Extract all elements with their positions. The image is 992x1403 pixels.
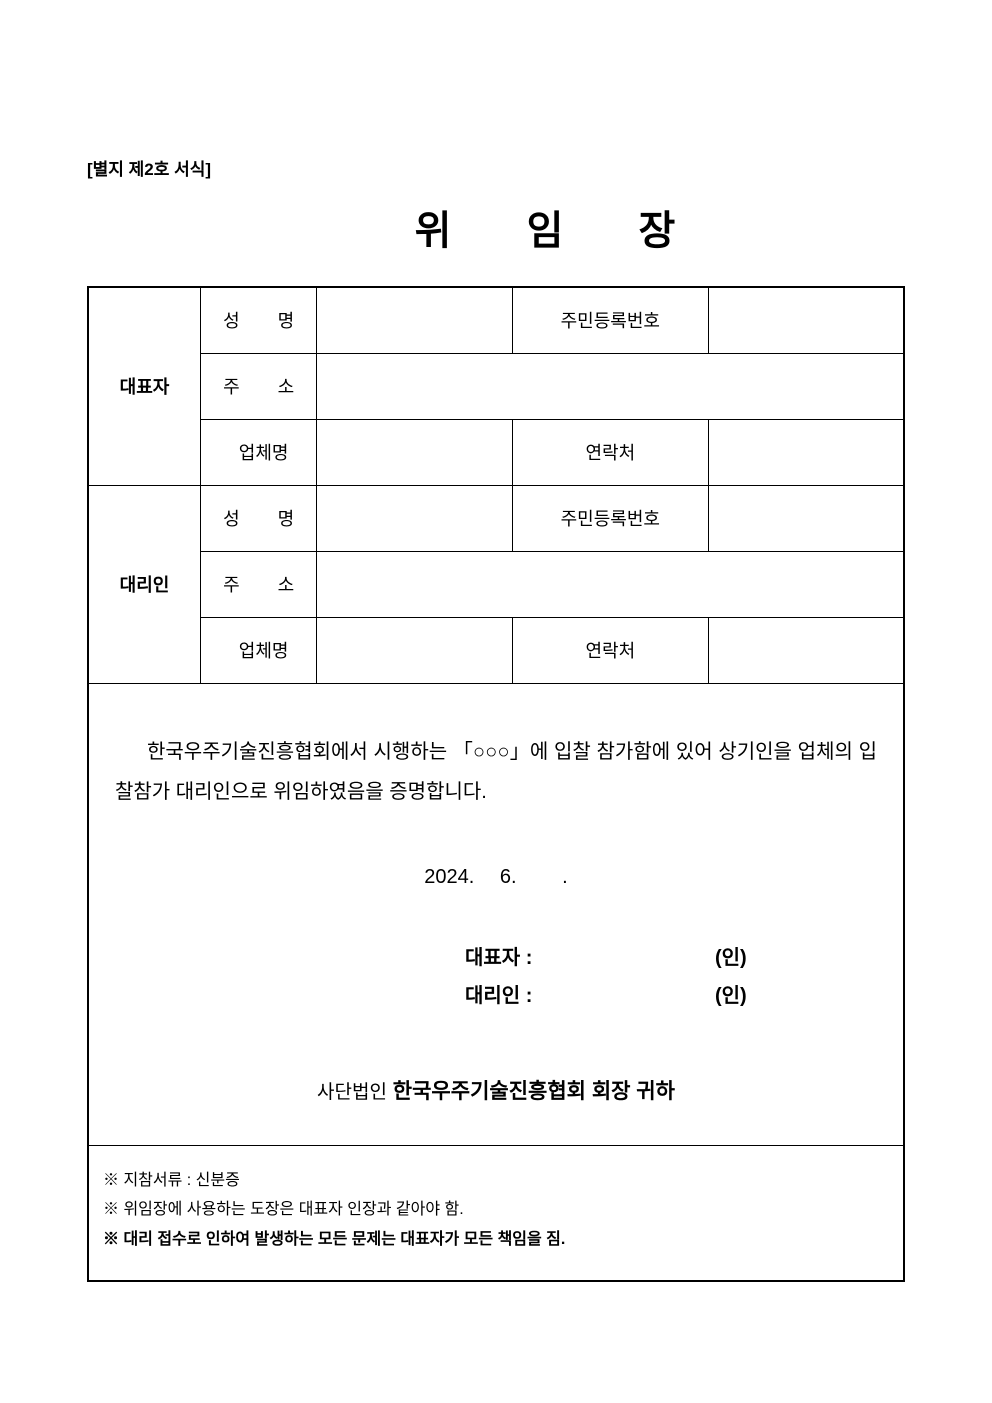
rep-address-value (317, 353, 904, 419)
agent-contact-value (708, 617, 904, 683)
rep-company-value (317, 419, 513, 485)
rep-sign-label: 대표자 : (465, 939, 555, 977)
rep-contact-value (708, 419, 904, 485)
agent-row-address: 주 소 (88, 551, 904, 617)
addressee-main: 한국우주기술진흥협회 회장 귀하 (393, 1080, 675, 1103)
form-label: [별지 제2호 서식] (87, 155, 905, 180)
rep-row-company: 업체명 연락처 (88, 419, 904, 485)
note-2: ※ 위임장에 사용하는 도장은 대표자 인장과 같아야 함. (103, 1195, 889, 1225)
agent-company-value (317, 617, 513, 683)
delegation-form-table: 대표자 성 명 주민등록번호 주 소 업체명 연락처 대리인 성 명 주민등록번… (87, 286, 905, 1282)
rep-row-address: 주 소 (88, 353, 904, 419)
agent-row-company: 업체명 연락처 (88, 617, 904, 683)
rep-section-header: 대표자 (88, 287, 201, 485)
note-1: ※ 지참서류 : 신분증 (103, 1166, 889, 1196)
agent-company-label: 업체명 (201, 617, 317, 683)
addressee: 사단법인 한국우주기술진흥협회 회장 귀하 (115, 1075, 877, 1105)
rep-row-name: 대표자 성 명 주민등록번호 (88, 287, 904, 353)
rep-address-label: 주 소 (201, 353, 317, 419)
agent-address-value (317, 551, 904, 617)
notes-section: ※ 지참서류 : 신분증 ※ 위임장에 사용하는 도장은 대표자 인장과 같아야… (88, 1145, 904, 1281)
agent-ssn-value (708, 485, 904, 551)
agent-name-value (317, 485, 513, 551)
agent-row-name: 대리인 성 명 주민등록번호 (88, 485, 904, 551)
rep-name-value (317, 287, 513, 353)
rep-seal: (인) (715, 939, 747, 977)
rep-company-label: 업체명 (201, 419, 317, 485)
agent-ssn-label: 주민등록번호 (512, 485, 708, 551)
agent-name-label: 성 명 (201, 485, 317, 551)
note-3: ※ 대리 접수로 인하여 발생하는 모든 문제는 대표자가 모든 책임을 짐. (103, 1225, 889, 1255)
rep-signature-row: 대표자 : (인) (465, 939, 877, 977)
rep-ssn-value (708, 287, 904, 353)
body-text-content: 한국우주기술진흥협회에서 시행하는 「○○○」에 입찰 참가함에 있어 상기인을… (115, 741, 877, 803)
rep-contact-label: 연락처 (512, 419, 708, 485)
agent-contact-label: 연락처 (512, 617, 708, 683)
signature-block: 대표자 : (인) 대리인 : (인) (115, 939, 877, 1015)
body-text: 한국우주기술진흥협회에서 시행하는 「○○○」에 입찰 참가함에 있어 상기인을… (115, 732, 877, 812)
rep-name-label: 성 명 (201, 287, 317, 353)
page-title: 위 임 장 (87, 198, 905, 256)
agent-sign-label: 대리인 : (465, 977, 555, 1015)
rep-ssn-label: 주민등록번호 (512, 287, 708, 353)
agent-signature-row: 대리인 : (인) (465, 977, 877, 1015)
date-line: 2024. 6. . (115, 860, 877, 889)
agent-address-label: 주 소 (201, 551, 317, 617)
addressee-prefix: 사단법인 (317, 1082, 387, 1103)
agent-seal: (인) (715, 977, 747, 1015)
body-section: 한국우주기술진흥협회에서 시행하는 「○○○」에 입찰 참가함에 있어 상기인을… (88, 683, 904, 1145)
agent-section-header: 대리인 (88, 485, 201, 683)
